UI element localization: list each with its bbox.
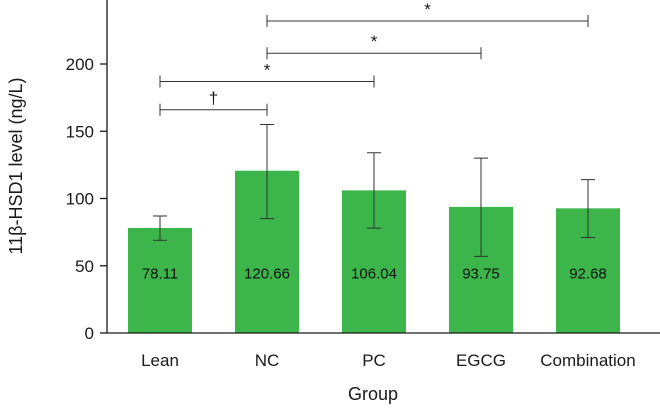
x-axis-tick-labels: Lean NC PC EGCG Combination [141, 351, 636, 370]
axes [106, 0, 660, 334]
bar-value-label: 93.75 [462, 266, 500, 283]
x-tick-label: Combination [540, 351, 635, 370]
error-bar [367, 152, 381, 229]
bar-lean [128, 227, 192, 333]
error-bar [474, 157, 488, 257]
error-bar [153, 215, 167, 241]
y-tick-label: 0 [85, 324, 94, 343]
y-tick-label: 50 [75, 257, 94, 276]
significance-brackets: † * * * [159, 0, 589, 116]
y-tick-label: 200 [66, 55, 94, 74]
significance-bracket [159, 75, 375, 88]
significance-bracket [266, 14, 589, 27]
y-tick-label: 150 [66, 122, 94, 141]
x-tick-label: Lean [141, 351, 179, 370]
error-bar [581, 179, 595, 239]
bar-value-label: 106.04 [351, 266, 397, 283]
y-tick-label: 100 [66, 190, 94, 209]
significance-bracket [266, 47, 482, 60]
significance-label: † [209, 89, 218, 108]
x-tick-label: PC [362, 351, 386, 370]
bar-value-label: 92.68 [569, 266, 607, 283]
y-axis-ticks: 0 50 100 150 200 [66, 55, 107, 343]
significance-bracket [159, 103, 268, 116]
significance-label: * [424, 0, 431, 19]
bar-value-label: 120.66 [244, 266, 290, 283]
x-axis-title: Group [348, 384, 398, 404]
x-tick-label: EGCG [456, 351, 506, 370]
value-labels: 78.11 120.66 106.04 93.75 92.68 [142, 266, 607, 283]
y-axis-title: 11β-HSD1 level (ng/L) [6, 77, 26, 254]
significance-label: * [371, 32, 378, 51]
significance-label: * [264, 60, 271, 79]
bar-value-label: 78.11 [142, 266, 178, 283]
error-bars [153, 124, 595, 257]
bars [128, 170, 620, 333]
error-bar [260, 124, 274, 220]
x-tick-label: NC [255, 351, 280, 370]
